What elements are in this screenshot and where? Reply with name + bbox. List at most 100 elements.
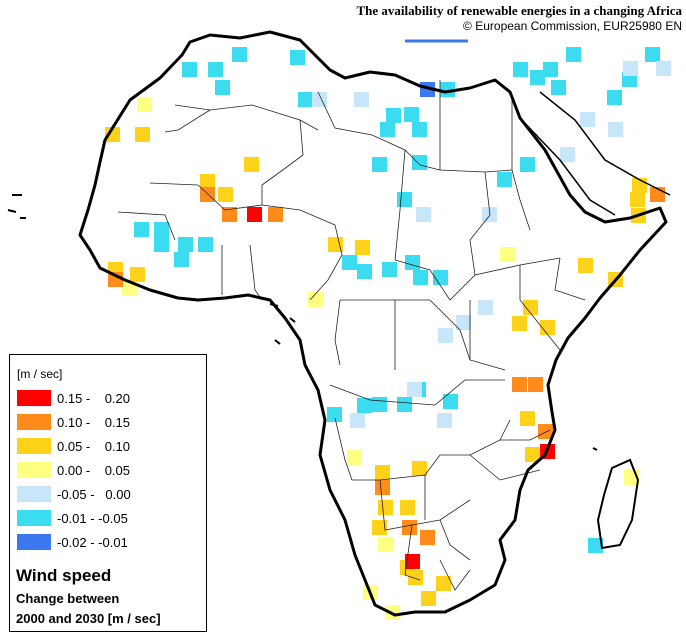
legend-label-1: 0.10 - 0.15 — [57, 415, 130, 430]
legend-swatch-0 — [17, 390, 51, 406]
grid-cell — [308, 292, 323, 307]
grid-cell — [154, 237, 169, 252]
grid-cell — [538, 424, 553, 439]
grid-cell — [154, 222, 169, 237]
map-title: The availability of renewable energies i… — [356, 3, 682, 18]
grid-cell — [244, 157, 259, 172]
grid-cell — [382, 262, 397, 277]
coastline — [78, 30, 668, 617]
grid-cell — [137, 97, 152, 112]
grid-cell — [443, 394, 458, 409]
grid-cell — [438, 328, 453, 343]
grid-cell — [413, 270, 428, 285]
grid-cell — [440, 82, 455, 97]
legend-label-0: 0.15 - 0.20 — [57, 391, 130, 406]
grid-cell — [290, 50, 305, 65]
grid-cell — [630, 192, 645, 207]
grid-cell — [404, 107, 419, 122]
grid-cell — [420, 530, 435, 545]
grid-cell — [357, 398, 372, 413]
grid-cell — [355, 240, 370, 255]
grid-cell — [408, 570, 423, 585]
grid-cell — [298, 92, 313, 107]
grid-cell — [375, 465, 390, 480]
grid-cell — [342, 255, 357, 270]
islands — [7, 194, 640, 550]
legend-item-2: 0.05 - 0.10 — [17, 438, 202, 456]
grid-cell — [215, 80, 230, 95]
legend-label-5: -0.01 - -0.05 — [57, 511, 128, 526]
grid-cell — [645, 47, 660, 62]
grid-cell — [560, 147, 575, 162]
grid-cell — [247, 207, 262, 222]
grid-cell — [416, 207, 431, 222]
legend-swatch-2 — [17, 438, 51, 454]
grid-cell — [580, 112, 595, 127]
legend-label-4: -0.05 - 0.00 — [57, 487, 131, 502]
grid-cell — [232, 47, 247, 62]
red-sea-coast — [519, 91, 671, 216]
legend-panel: [m / sec] 0.15 - 0.20 0.10 - 0.15 0.05 -… — [9, 354, 207, 632]
grid-cell — [105, 127, 120, 142]
grid-cell — [405, 554, 420, 569]
grid-cell — [607, 90, 622, 105]
grid-cell — [135, 127, 150, 142]
grid-cell — [200, 174, 215, 189]
grid-cell — [608, 122, 623, 137]
legend-label-3: 0.00 - 0.05 — [57, 463, 130, 478]
grid-cell — [222, 207, 237, 222]
grid-cell — [354, 92, 369, 107]
grid-cell — [134, 222, 149, 237]
grid-cell — [578, 258, 593, 273]
grid-cell — [543, 62, 558, 77]
grid-cell — [456, 315, 471, 330]
grid-cell — [482, 207, 497, 222]
legend-unit: [m / sec] — [17, 367, 63, 381]
grid-cell — [525, 447, 540, 462]
legend-item-1: 0.10 - 0.15 — [17, 414, 202, 432]
grid-cell — [528, 377, 543, 392]
grid-cell — [478, 300, 493, 315]
grid-cell — [208, 62, 223, 77]
grid-cell — [182, 62, 197, 77]
grid-cell — [397, 192, 412, 207]
grid-cell — [500, 247, 515, 262]
grid-cell — [512, 316, 527, 331]
grid-cell — [397, 397, 412, 412]
grid-cell — [357, 264, 372, 279]
grid-cell — [378, 537, 393, 552]
grid-cell — [656, 61, 671, 76]
grid-cell — [198, 237, 213, 252]
change-cells — [105, 47, 671, 620]
grid-cell — [497, 172, 512, 187]
grid-cell — [437, 413, 452, 428]
legend-item-3: 0.00 - 0.05 — [17, 462, 202, 480]
grid-cell — [178, 237, 193, 252]
legend-label-6: -0.02 - -0.01 — [57, 535, 128, 550]
legend-swatch-3 — [17, 462, 51, 478]
grid-cell — [372, 520, 387, 535]
grid-cell — [407, 382, 422, 397]
grid-cell — [421, 591, 436, 606]
grid-cell — [327, 407, 342, 422]
grid-cell — [378, 500, 393, 515]
grid-cell — [512, 377, 527, 392]
legend-title: Wind speed — [16, 566, 112, 585]
grid-cell — [523, 300, 538, 315]
grid-cell — [328, 237, 343, 252]
grid-cell — [372, 157, 387, 172]
legend-subtitle-2: 2000 and 2030 [m / sec] — [16, 611, 161, 626]
grid-cell — [386, 108, 401, 123]
grid-cell — [347, 450, 362, 465]
grid-cell — [400, 500, 415, 515]
grid-cell — [405, 255, 420, 270]
grid-cell — [268, 207, 283, 222]
legend-subtitle-1: Change between — [16, 591, 120, 606]
grid-cell — [588, 538, 603, 553]
grid-cell — [380, 122, 395, 137]
legend-swatch-1 — [17, 414, 51, 430]
grid-cell — [412, 461, 427, 476]
grid-cell — [530, 70, 545, 85]
country-borders — [117, 80, 586, 591]
